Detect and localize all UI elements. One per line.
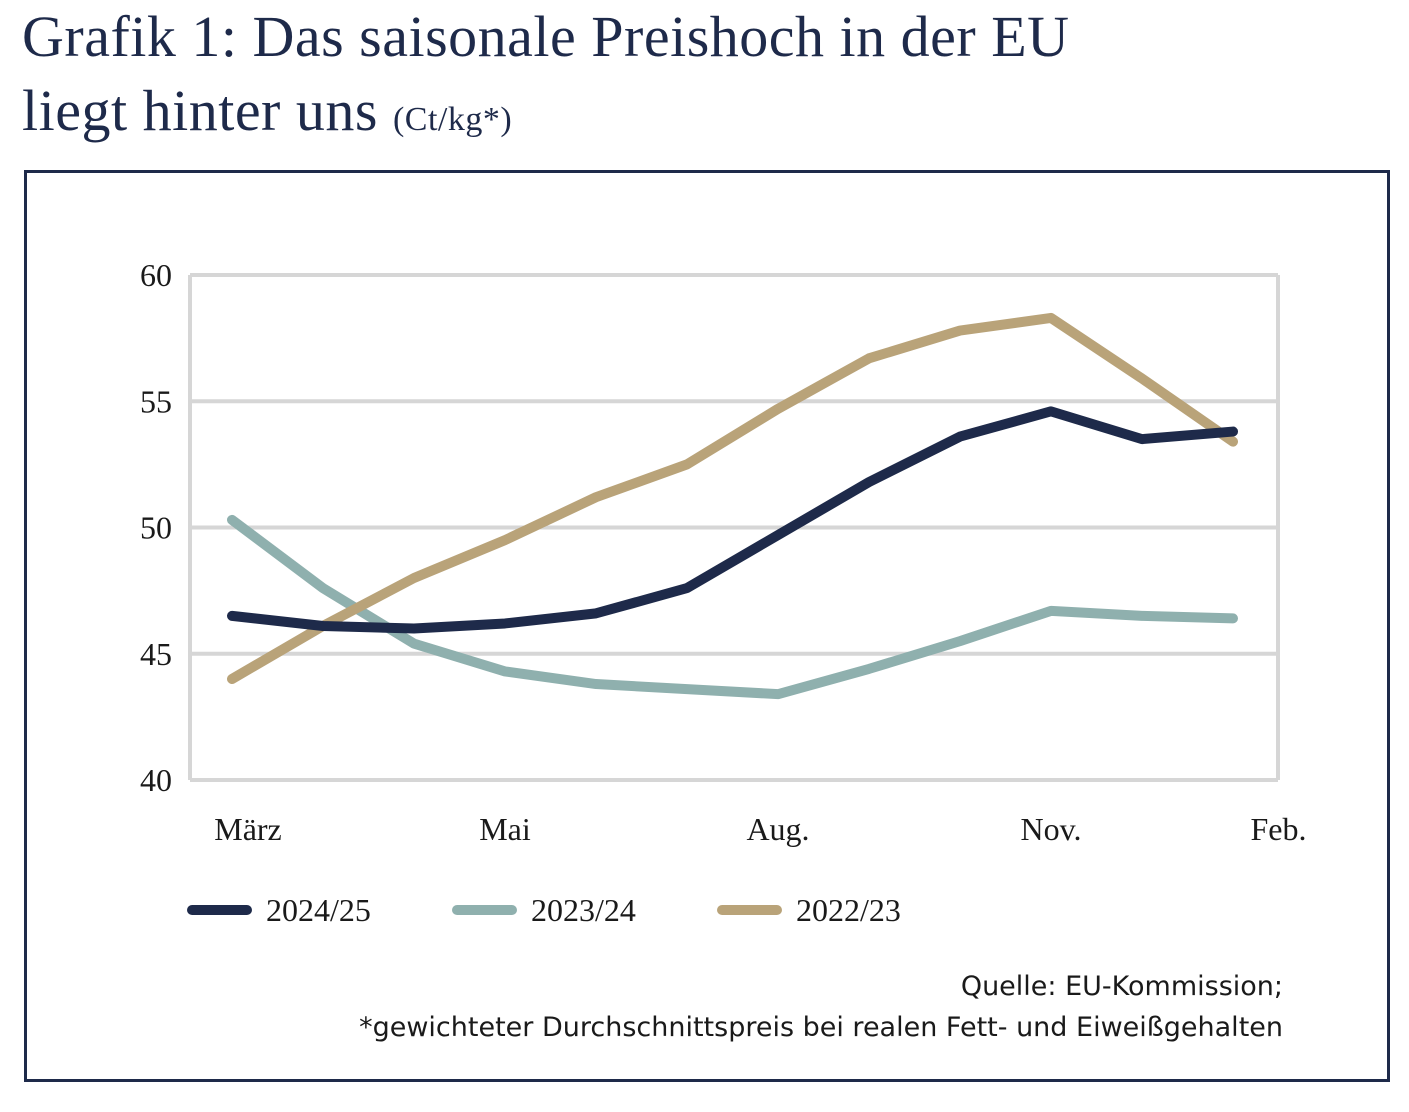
x-tick-label: März: [214, 811, 282, 847]
x-tick-label: Aug.: [746, 811, 809, 847]
series-lines: [227, 312, 1238, 700]
title-unit: (Ct/kg*): [392, 101, 513, 138]
chart-frame: [24, 170, 1390, 1082]
x-tick-label: Mai: [479, 811, 531, 847]
y-tick-label: 55: [140, 383, 172, 419]
chart-title: Grafik 1: Das saisonale Preishoch in der…: [22, 0, 1070, 157]
legend-label: 2022/23: [796, 892, 901, 928]
y-tick-label: 45: [140, 636, 172, 672]
x-tick-label: Nov.: [1020, 811, 1081, 847]
footnote: *gewichteter Durchschnittspreis bei real…: [359, 1012, 1283, 1043]
title-line-2-text: liegt hinter uns: [22, 78, 378, 143]
x-axis-ticks: März Mai Aug. Nov. Feb.: [214, 811, 1306, 847]
y-tick-label: 50: [140, 510, 172, 546]
legend-label: 2023/24: [531, 892, 636, 928]
y-tick-label: 60: [140, 257, 172, 293]
title-line-2: liegt hinter uns (Ct/kg*): [22, 74, 1070, 157]
y-axis-ticks: 40 45 50 55 60: [140, 257, 172, 798]
series-line-2023-24: [227, 514, 1238, 700]
legend: 2024/25 2023/24 2022/23: [187, 892, 901, 928]
legend-label: 2024/25: [266, 892, 371, 928]
title-line-1: Grafik 1: Das saisonale Preishoch in der…: [22, 4, 1070, 69]
source-note: Quelle: EU-Kommission;: [961, 971, 1283, 1002]
series-line-2022-23: [227, 312, 1238, 684]
grid-lines: [188, 273, 1280, 782]
series-line-2024-25: [227, 406, 1238, 634]
x-tick-label: Feb.: [1251, 811, 1307, 847]
y-tick-label: 40: [140, 762, 172, 798]
